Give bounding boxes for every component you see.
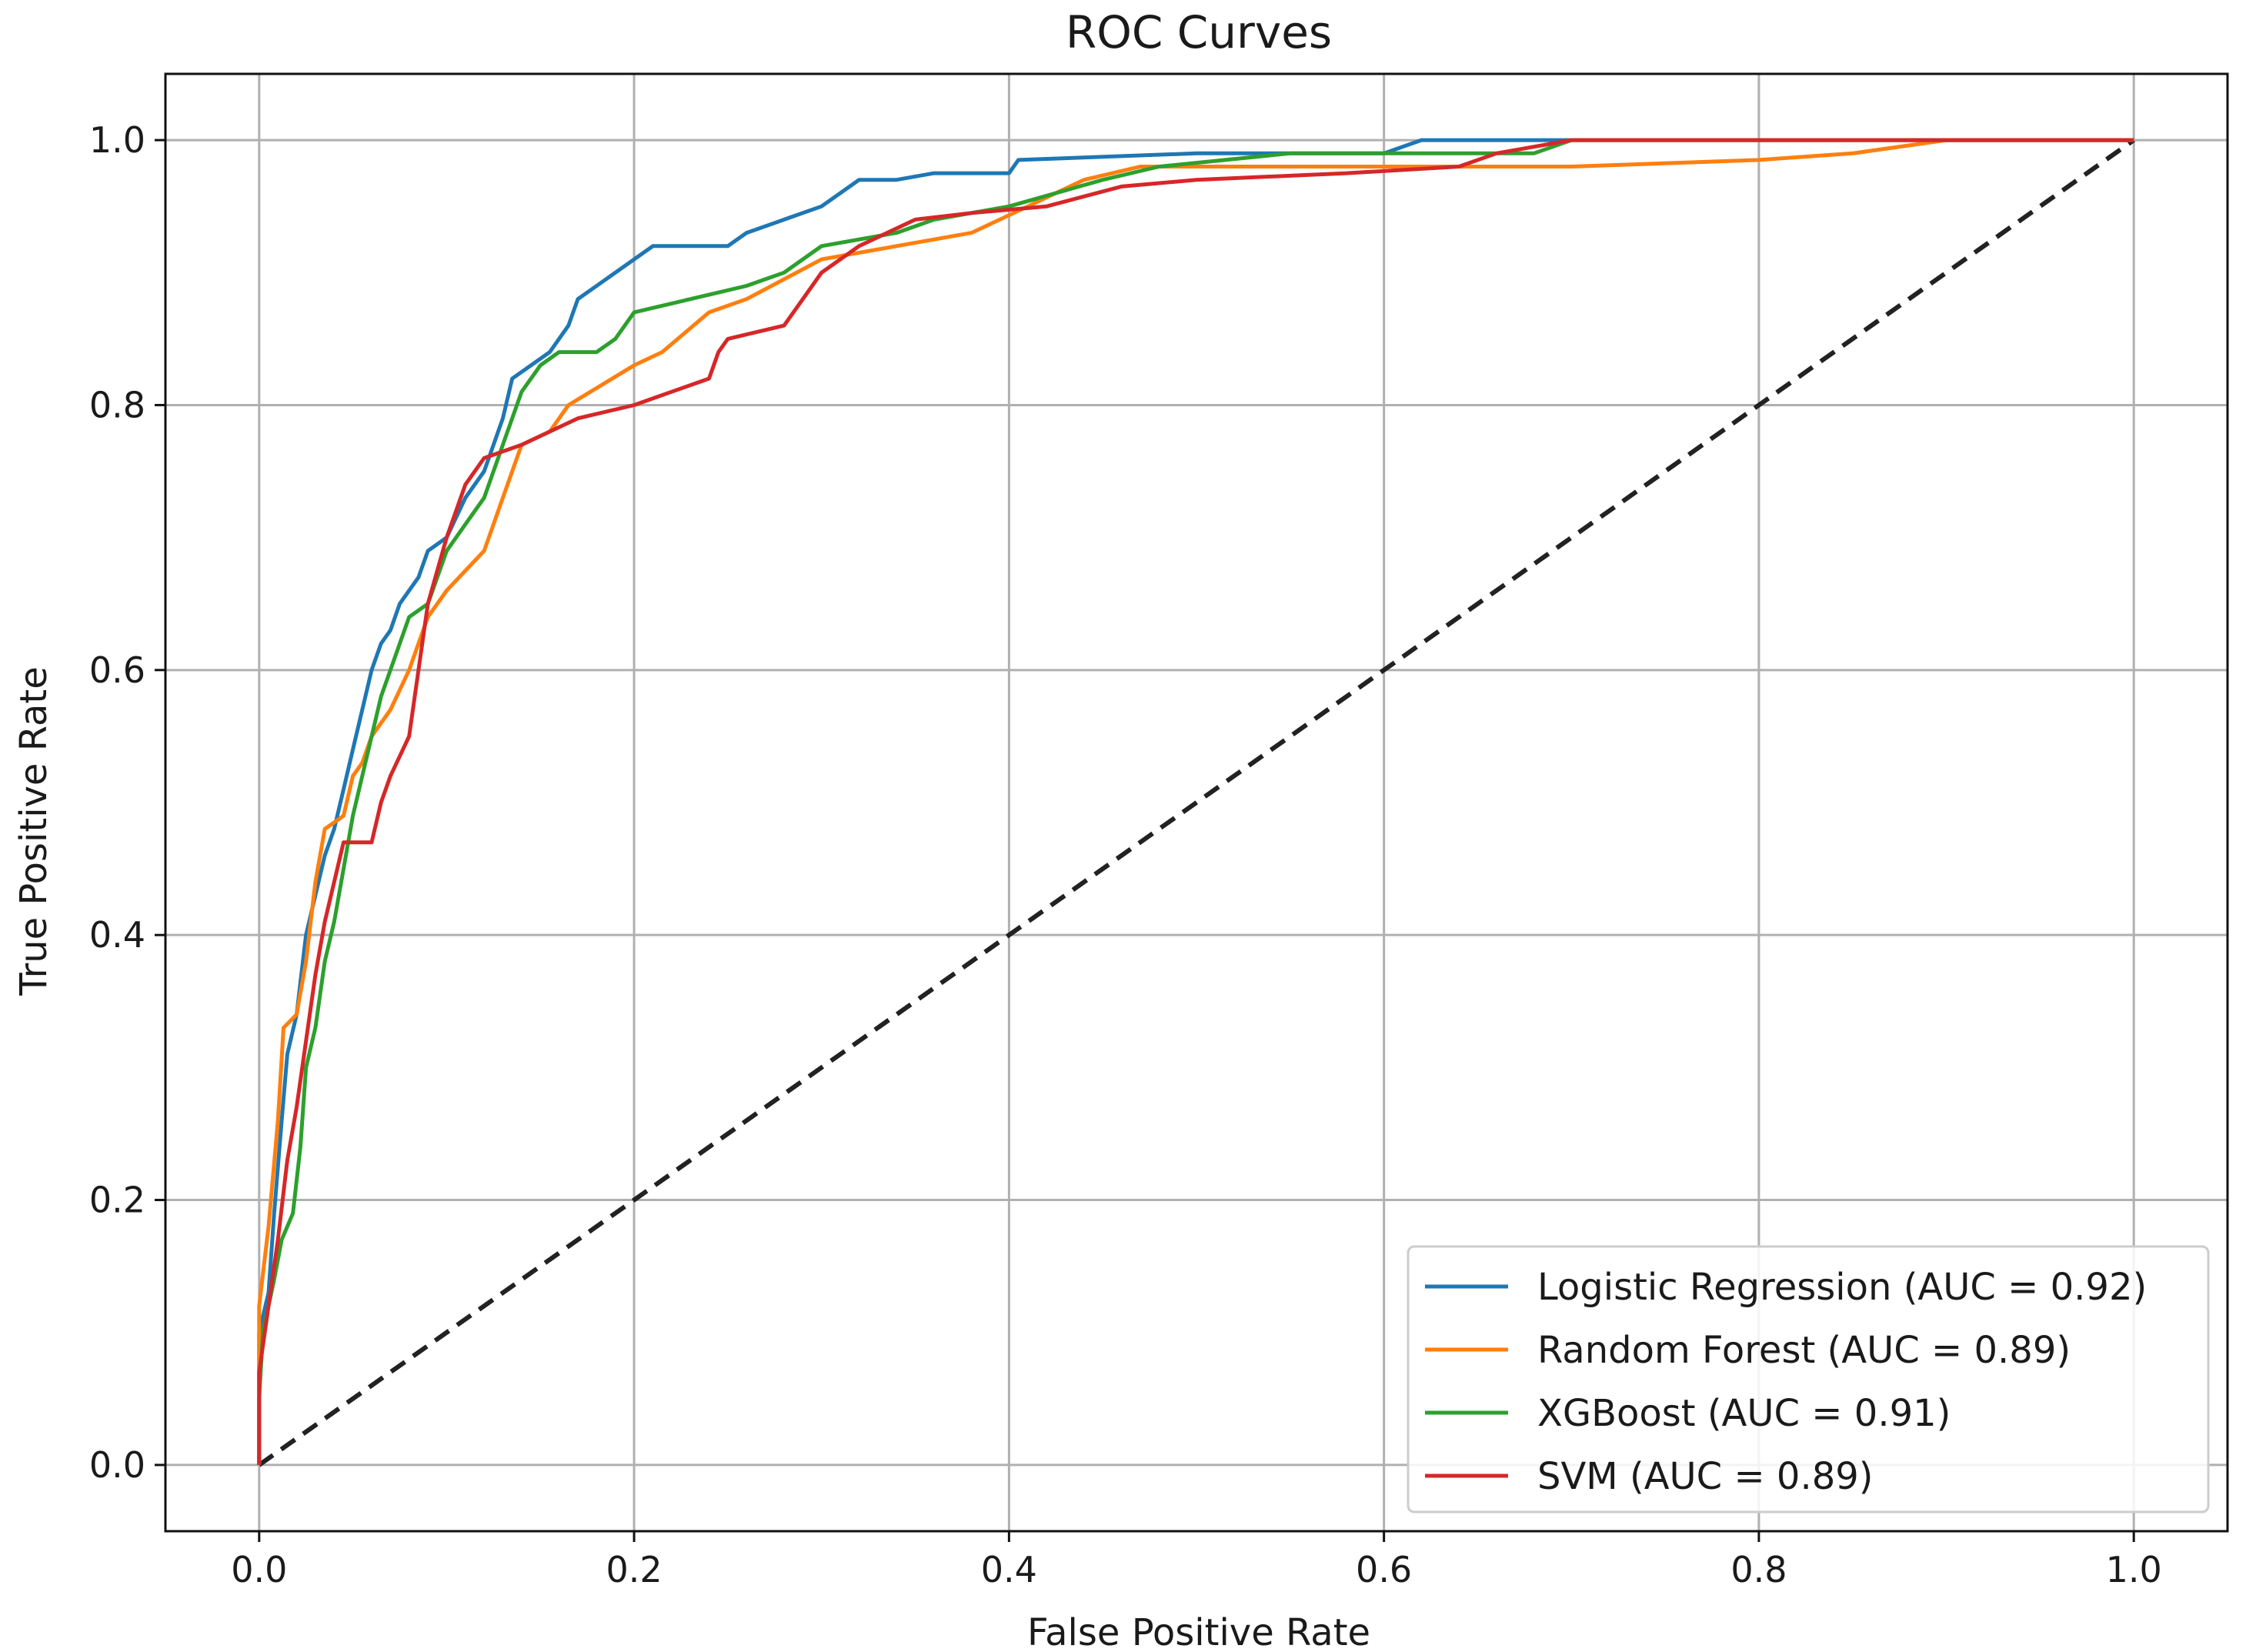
legend-box [1407,1245,2210,1513]
legend-label-logistic-regression: Logistic Regression (AUC = 0.92) [1537,1266,2147,1309]
plot-frame [164,72,2229,1533]
x-tick-label: 0.0 [231,1549,287,1590]
y-tick-label: 0.0 [89,1444,145,1486]
y-tick-label: 1.0 [89,119,145,161]
y-tick-label: 0.2 [89,1180,145,1221]
x-tick-label: 0.8 [1730,1549,1787,1590]
y-tick-label: 0.4 [89,914,145,956]
x-axis-label: False Positive Rate [1027,1611,1370,1652]
chart-title: ROC Curves [1066,6,1332,58]
x-tick-label: 0.4 [981,1549,1037,1590]
legend-label-random-forest: Random Forest (AUC = 0.89) [1537,1329,2071,1372]
roc-curve-svm [257,138,2134,1465]
y-tick-label: 0.8 [89,384,145,426]
legend-label-xgboost: XGBoost (AUC = 0.91) [1537,1392,1951,1435]
y-tick-label: 0.6 [89,649,145,691]
roc-curve-random-forest [257,138,2134,1465]
series-layer [257,138,2134,1465]
x-tick-label: 0.6 [1356,1549,1412,1590]
legend: Logistic Regression (AUC = 0.92) Random F… [1407,1245,2210,1513]
grid [165,74,2228,1531]
x-tick-label: 1.0 [2106,1549,2162,1590]
legend-label-svm: SVM (AUC = 0.89) [1537,1455,1874,1498]
axis-ticks: 0.0 0.2 0.4 0.6 0.8 1.0 0.0 0.2 0.4 0.6 0.8 1.0 [89,119,2162,1590]
y-axis-label: True Positive Rate [12,666,55,996]
x-tick-label: 0.2 [606,1549,662,1590]
reference-line-layer [258,138,2135,1467]
chance-reference-line [258,138,2135,1467]
